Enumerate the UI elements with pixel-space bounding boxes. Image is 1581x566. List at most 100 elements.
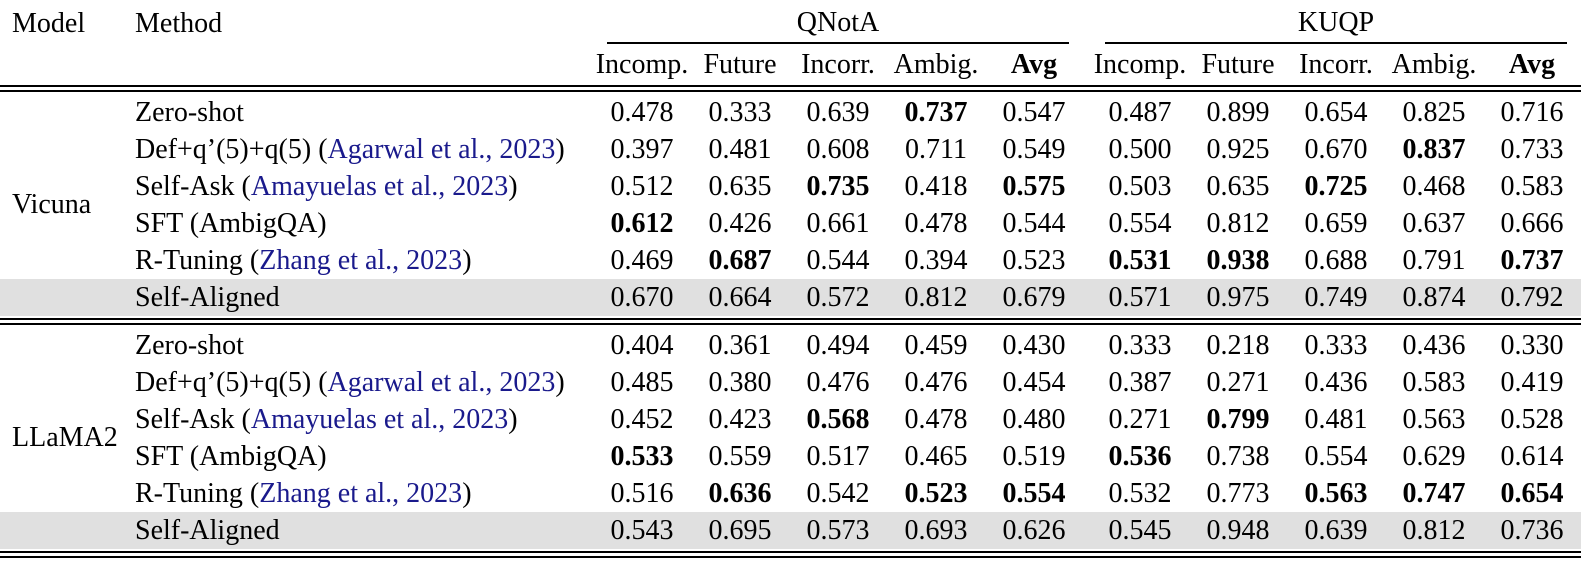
- method-label: SFT (AmbigQA): [135, 208, 327, 239]
- citation-link[interactable]: Agarwal et al., 2023: [327, 134, 556, 165]
- value-cell: 0.494: [806, 330, 870, 361]
- value-cell: 0.533: [610, 441, 674, 472]
- value-cell: 0.716: [1500, 97, 1564, 128]
- value-cell: 0.695: [708, 515, 772, 546]
- method-label: Zero-shot: [135, 97, 244, 128]
- citation-link[interactable]: Amayuelas et al., 2023: [250, 171, 509, 202]
- col-header-kuqp-incorr: Incorr.: [1299, 48, 1373, 80]
- method-label: R-Tuning (Zhang et al., 2023): [135, 478, 472, 509]
- value-cell: 0.333: [1108, 330, 1172, 361]
- value-cell: 0.563: [1402, 404, 1466, 435]
- col-header-qnota-incorr: Incorr.: [801, 48, 875, 80]
- value-cell: 0.792: [1500, 282, 1564, 313]
- method-label: Self-Aligned: [135, 515, 280, 546]
- value-cell: 0.436: [1402, 330, 1466, 361]
- citation-link[interactable]: Zhang et al., 2023: [259, 478, 463, 509]
- mid-rule: [0, 318, 1581, 325]
- value-cell: 0.452: [610, 404, 674, 435]
- value-cell: 0.635: [1206, 171, 1270, 202]
- value-cell: 0.333: [708, 97, 772, 128]
- table-row: Self-Ask (Amayuelas et al., 2023) 0.452 0.…: [0, 401, 1581, 438]
- value-cell: 0.608: [806, 134, 870, 165]
- value-cell: 0.737: [904, 97, 968, 128]
- citation-link[interactable]: Agarwal et al., 2023: [327, 367, 556, 398]
- value-cell: 0.478: [904, 404, 968, 435]
- value-cell: 0.542: [806, 478, 870, 509]
- table-row-highlighted: Self-Aligned 0.670 0.664 0.572 0.812 0.679 0.5…: [0, 279, 1581, 316]
- value-cell: 0.468: [1402, 171, 1466, 202]
- value-cell: 0.799: [1206, 404, 1270, 435]
- value-cell: 0.654: [1500, 478, 1564, 509]
- col-header-qnota-incomp: Incomp.: [595, 48, 689, 80]
- value-cell: 0.554: [1002, 478, 1066, 509]
- value-cell: 0.737: [1500, 245, 1564, 276]
- value-cell: 0.791: [1402, 245, 1466, 276]
- value-cell: 0.423: [708, 404, 772, 435]
- citation-link[interactable]: Zhang et al., 2023: [259, 245, 463, 276]
- value-cell: 0.637: [1402, 208, 1466, 239]
- value-cell: 0.938: [1206, 245, 1270, 276]
- value-cell: 0.503: [1108, 171, 1172, 202]
- method-label: Self-Aligned: [135, 282, 280, 313]
- col-header-kuqp-future: Future: [1201, 48, 1275, 80]
- value-cell: 0.536: [1108, 441, 1172, 472]
- value-cell: 0.736: [1500, 515, 1564, 546]
- value-cell: 0.670: [610, 282, 674, 313]
- value-cell: 0.404: [610, 330, 674, 361]
- method-label: Self-Ask (Amayuelas et al., 2023): [135, 171, 518, 202]
- value-cell: 0.636: [708, 478, 772, 509]
- value-cell: 0.512: [610, 171, 674, 202]
- value-cell: 0.738: [1206, 441, 1270, 472]
- value-cell: 0.661: [806, 208, 870, 239]
- col-header-kuqp-avg: Avg: [1508, 48, 1556, 80]
- method-label: SFT (AmbigQA): [135, 441, 327, 472]
- value-cell: 0.218: [1206, 330, 1270, 361]
- value-cell: 0.666: [1500, 208, 1564, 239]
- model-block-vicuna: Vicuna Zero-shot 0.478 0.333 0.639 0.737 0.54…: [0, 94, 1581, 316]
- value-cell: 0.549: [1002, 134, 1066, 165]
- value-cell: 0.380: [708, 367, 772, 398]
- rows-llama2: Zero-shot 0.404 0.361 0.494 0.459 0.430 0.333 0…: [0, 327, 1581, 549]
- value-cell: 0.516: [610, 478, 674, 509]
- col-header-qnota-ambig: Ambig.: [893, 48, 979, 80]
- value-cell: 0.688: [1304, 245, 1368, 276]
- value-cell: 0.575: [1002, 171, 1066, 202]
- header-model: Model: [12, 8, 86, 39]
- header-method: Method: [135, 8, 223, 39]
- value-cell: 0.874: [1402, 282, 1466, 313]
- value-cell: 0.271: [1108, 404, 1172, 435]
- value-cell: 0.271: [1206, 367, 1270, 398]
- value-cell: 0.454: [1002, 367, 1066, 398]
- model-label: Vicuna: [12, 189, 92, 220]
- value-cell: 0.478: [904, 208, 968, 239]
- value-cell: 0.571: [1108, 282, 1172, 313]
- value-cell: 0.635: [708, 171, 772, 202]
- value-cell: 0.480: [1002, 404, 1066, 435]
- value-cell: 0.733: [1500, 134, 1564, 165]
- value-cell: 0.333: [1304, 330, 1368, 361]
- citation-link[interactable]: Amayuelas et al., 2023: [250, 404, 509, 435]
- value-cell: 0.626: [1002, 515, 1066, 546]
- value-cell: 0.330: [1500, 330, 1564, 361]
- value-cell: 0.397: [610, 134, 674, 165]
- value-cell: 0.899: [1206, 97, 1270, 128]
- value-cell: 0.659: [1304, 208, 1368, 239]
- value-cell: 0.418: [904, 171, 968, 202]
- value-cell: 0.654: [1304, 97, 1368, 128]
- value-cell: 0.528: [1500, 404, 1564, 435]
- model-label: LLaMA2: [12, 422, 118, 453]
- value-cell: 0.812: [1402, 515, 1466, 546]
- table-row: Self-Ask (Amayuelas et al., 2023) 0.512 0.…: [0, 168, 1581, 205]
- value-cell: 0.469: [610, 245, 674, 276]
- value-cell: 0.747: [1402, 478, 1466, 509]
- value-cell: 0.773: [1206, 478, 1270, 509]
- value-cell: 0.559: [708, 441, 772, 472]
- value-cell: 0.459: [904, 330, 968, 361]
- value-cell: 0.614: [1500, 441, 1564, 472]
- value-cell: 0.532: [1108, 478, 1172, 509]
- value-cell: 0.948: [1206, 515, 1270, 546]
- value-cell: 0.554: [1304, 441, 1368, 472]
- value-cell: 0.476: [904, 367, 968, 398]
- value-cell: 0.975: [1206, 282, 1270, 313]
- value-cell: 0.812: [1206, 208, 1270, 239]
